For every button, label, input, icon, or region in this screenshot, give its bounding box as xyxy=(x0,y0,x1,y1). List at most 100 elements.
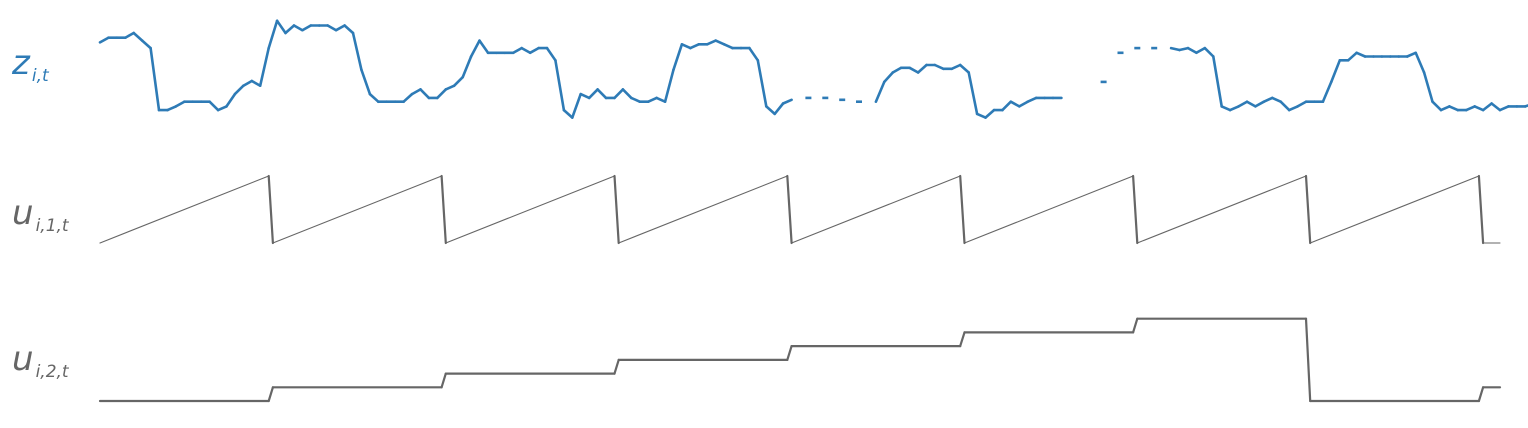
line-segment-z xyxy=(722,42,734,50)
line-segment-z xyxy=(933,63,945,71)
line-segment-z xyxy=(705,39,718,46)
line-segment-z xyxy=(360,68,372,96)
line-segment-z xyxy=(250,79,262,87)
line-segment-z xyxy=(663,68,675,103)
series-label-main: z xyxy=(11,43,31,83)
line-segment-z xyxy=(267,19,279,50)
line-segment-z xyxy=(689,42,701,50)
line-segment-z xyxy=(1245,100,1257,108)
line-segment-z xyxy=(166,105,178,112)
u2-series-panel: u i,2,t xyxy=(12,317,1502,403)
z-series-panel: z i,t xyxy=(11,19,1528,119)
line-segment-z xyxy=(1448,105,1460,112)
line-segment-z xyxy=(402,92,414,103)
line-segment-z xyxy=(882,71,895,84)
line-segment-z xyxy=(343,24,355,35)
line-segment-z xyxy=(1203,46,1215,58)
line-segment-z xyxy=(258,46,271,87)
line-segment-z xyxy=(629,96,642,103)
line-segment-z xyxy=(132,31,144,42)
line-segment-u1 xyxy=(440,174,447,245)
line-segment-z xyxy=(216,105,228,112)
line-segment-z xyxy=(1195,46,1207,55)
line-segment-z xyxy=(520,46,532,55)
series-label-main: u xyxy=(12,193,34,233)
line-segment-u1 xyxy=(963,175,1134,244)
line-segment-z xyxy=(714,39,726,46)
line-segment-z xyxy=(435,88,448,100)
u1-series-panel: u i,1,t xyxy=(12,174,1501,245)
line-segment-z xyxy=(1355,51,1367,58)
line-segment-z xyxy=(1169,46,1181,52)
line-segment-z xyxy=(781,98,793,105)
line-segment-z xyxy=(478,39,490,55)
series-label-u2: u i,2,t xyxy=(12,339,70,382)
line-segment-z xyxy=(1481,102,1493,112)
line-segment-z xyxy=(1296,100,1308,108)
line-segment-z xyxy=(984,108,996,119)
line-segment-z xyxy=(292,24,304,32)
line-segment-z xyxy=(1524,104,1528,108)
line-segment-u1 xyxy=(1136,175,1307,244)
line-segment-z xyxy=(1237,100,1249,108)
line-segment-z xyxy=(672,42,684,71)
line-segment-u2 xyxy=(1477,386,1485,403)
line-segment-z xyxy=(1439,105,1451,112)
line-segment-z xyxy=(1414,51,1426,74)
line-segment-z xyxy=(140,39,152,50)
line-segment-z xyxy=(275,19,287,35)
line-segment-z xyxy=(1026,96,1038,103)
line-segment-u2 xyxy=(440,372,447,389)
line-segment-z xyxy=(1498,105,1510,112)
line-segment-z xyxy=(149,46,161,112)
line-segment-u1 xyxy=(786,174,793,245)
line-segment-z xyxy=(208,100,220,112)
line-segment-z xyxy=(1346,51,1358,62)
line-segment-u1 xyxy=(1477,174,1485,245)
series-label-z: z i,t xyxy=(11,43,50,86)
line-segment-z xyxy=(1254,100,1266,108)
line-segment-z xyxy=(773,102,785,116)
line-segment-u2 xyxy=(786,345,793,361)
series-label-subscript: i,2,t xyxy=(36,362,70,382)
line-segment-z xyxy=(1473,105,1485,112)
line-segment-z xyxy=(461,55,473,79)
line-segment-z xyxy=(410,88,422,96)
line-segment-z xyxy=(452,75,465,87)
line-segment-z xyxy=(98,36,110,44)
series-label-main: u xyxy=(12,339,34,379)
line-segment-z xyxy=(1422,71,1434,103)
line-segment-z xyxy=(1220,105,1232,112)
line-segment-z xyxy=(1321,80,1333,103)
series-label-u1: u i,1,t xyxy=(12,193,70,236)
line-segment-z xyxy=(469,39,481,58)
line-segment-z xyxy=(174,100,186,108)
line-segment-z xyxy=(570,92,583,119)
line-segment-u1 xyxy=(791,175,961,244)
line-segment-z xyxy=(764,105,777,116)
line-segment-z xyxy=(1330,58,1342,84)
line-segment-z xyxy=(587,88,599,100)
line-segment-z xyxy=(975,112,987,119)
line-segment-u1 xyxy=(99,175,270,244)
line-segment-z xyxy=(680,42,692,50)
line-segment-z xyxy=(351,31,363,71)
line-segment-z xyxy=(756,58,768,108)
line-segment-z xyxy=(748,46,760,62)
line-segment-z xyxy=(1186,46,1198,55)
line-segment-u1 xyxy=(267,174,274,245)
line-segment-u1 xyxy=(1131,174,1139,245)
line-segment-u1 xyxy=(618,175,788,244)
line-segment-z xyxy=(1228,105,1240,112)
line-segment-z xyxy=(528,46,540,55)
line-segment-z xyxy=(1262,96,1274,103)
line-segment-z xyxy=(124,31,135,40)
line-segment-z xyxy=(1001,100,1013,112)
line-segment-z xyxy=(891,66,903,74)
line-segment-u2 xyxy=(267,386,274,403)
line-segment-z xyxy=(1279,100,1291,112)
line-segment-z xyxy=(646,96,658,103)
line-segment-u1 xyxy=(272,175,443,244)
line-segment-u1 xyxy=(1304,174,1312,245)
line-segment-u1 xyxy=(959,174,966,245)
